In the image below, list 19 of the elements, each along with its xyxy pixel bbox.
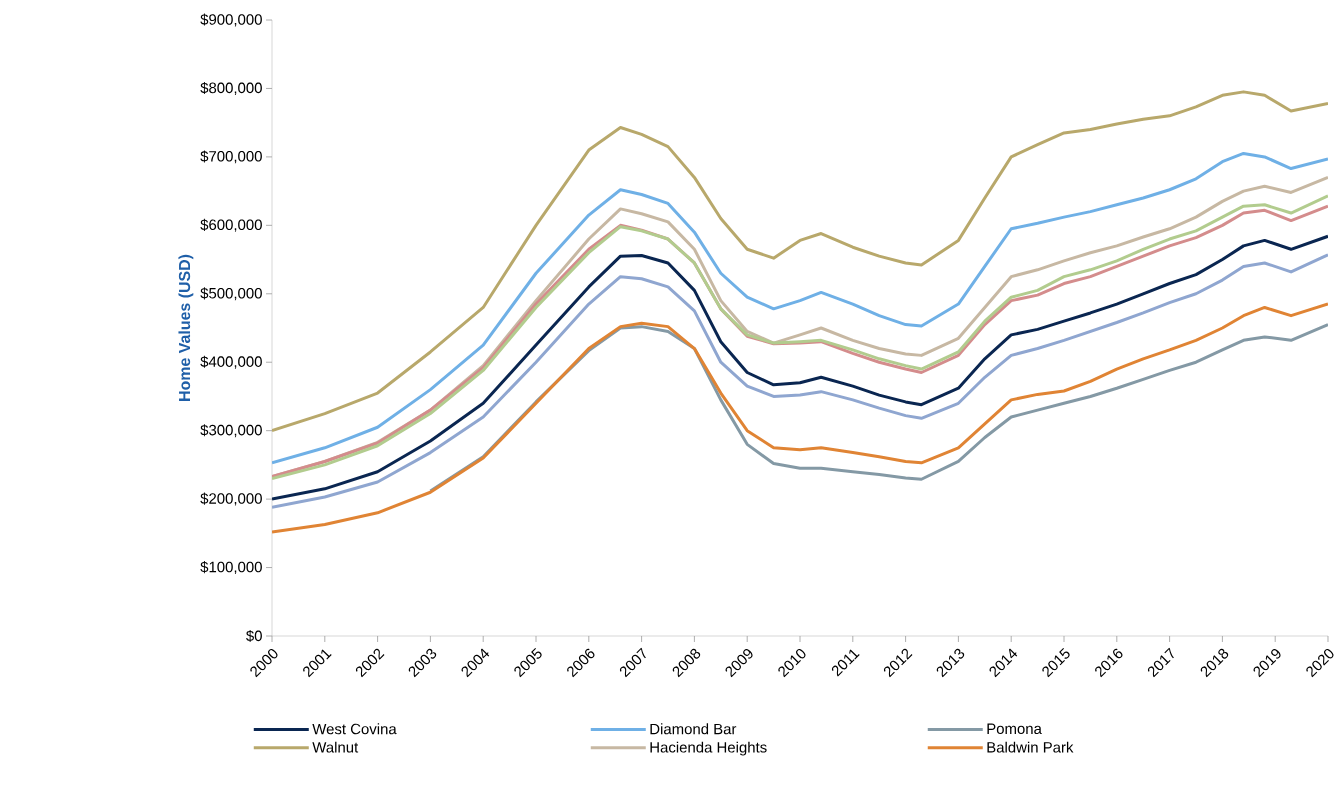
- y-tick-label: $200,000: [200, 492, 262, 506]
- y-tick-label: $100,000: [200, 561, 262, 575]
- y-tick-label: $600,000: [200, 218, 262, 232]
- y-axis-title: Home Values (USD): [178, 254, 194, 401]
- y-tick-label: $0: [246, 629, 262, 643]
- y-tick-label: $300,000: [200, 424, 262, 438]
- y-tick-label: $500,000: [200, 287, 262, 301]
- y-tick-label: $400,000: [200, 355, 262, 369]
- line-series: [272, 302, 1328, 534]
- legend-label: Pomona: [987, 723, 1042, 735]
- line-series: [272, 90, 1328, 433]
- legend-label: Diamond Bar: [650, 723, 737, 735]
- y-tick-label: $900,000: [200, 13, 262, 27]
- legend-label: Baldwin Park: [987, 741, 1074, 753]
- y-tick-label: $700,000: [200, 150, 262, 164]
- legend-label: West Covina: [312, 723, 397, 735]
- legend-label: Hacienda Heights: [650, 741, 767, 756]
- y-tick-label: $800,000: [200, 81, 262, 95]
- legend-label: Walnut: [312, 741, 359, 753]
